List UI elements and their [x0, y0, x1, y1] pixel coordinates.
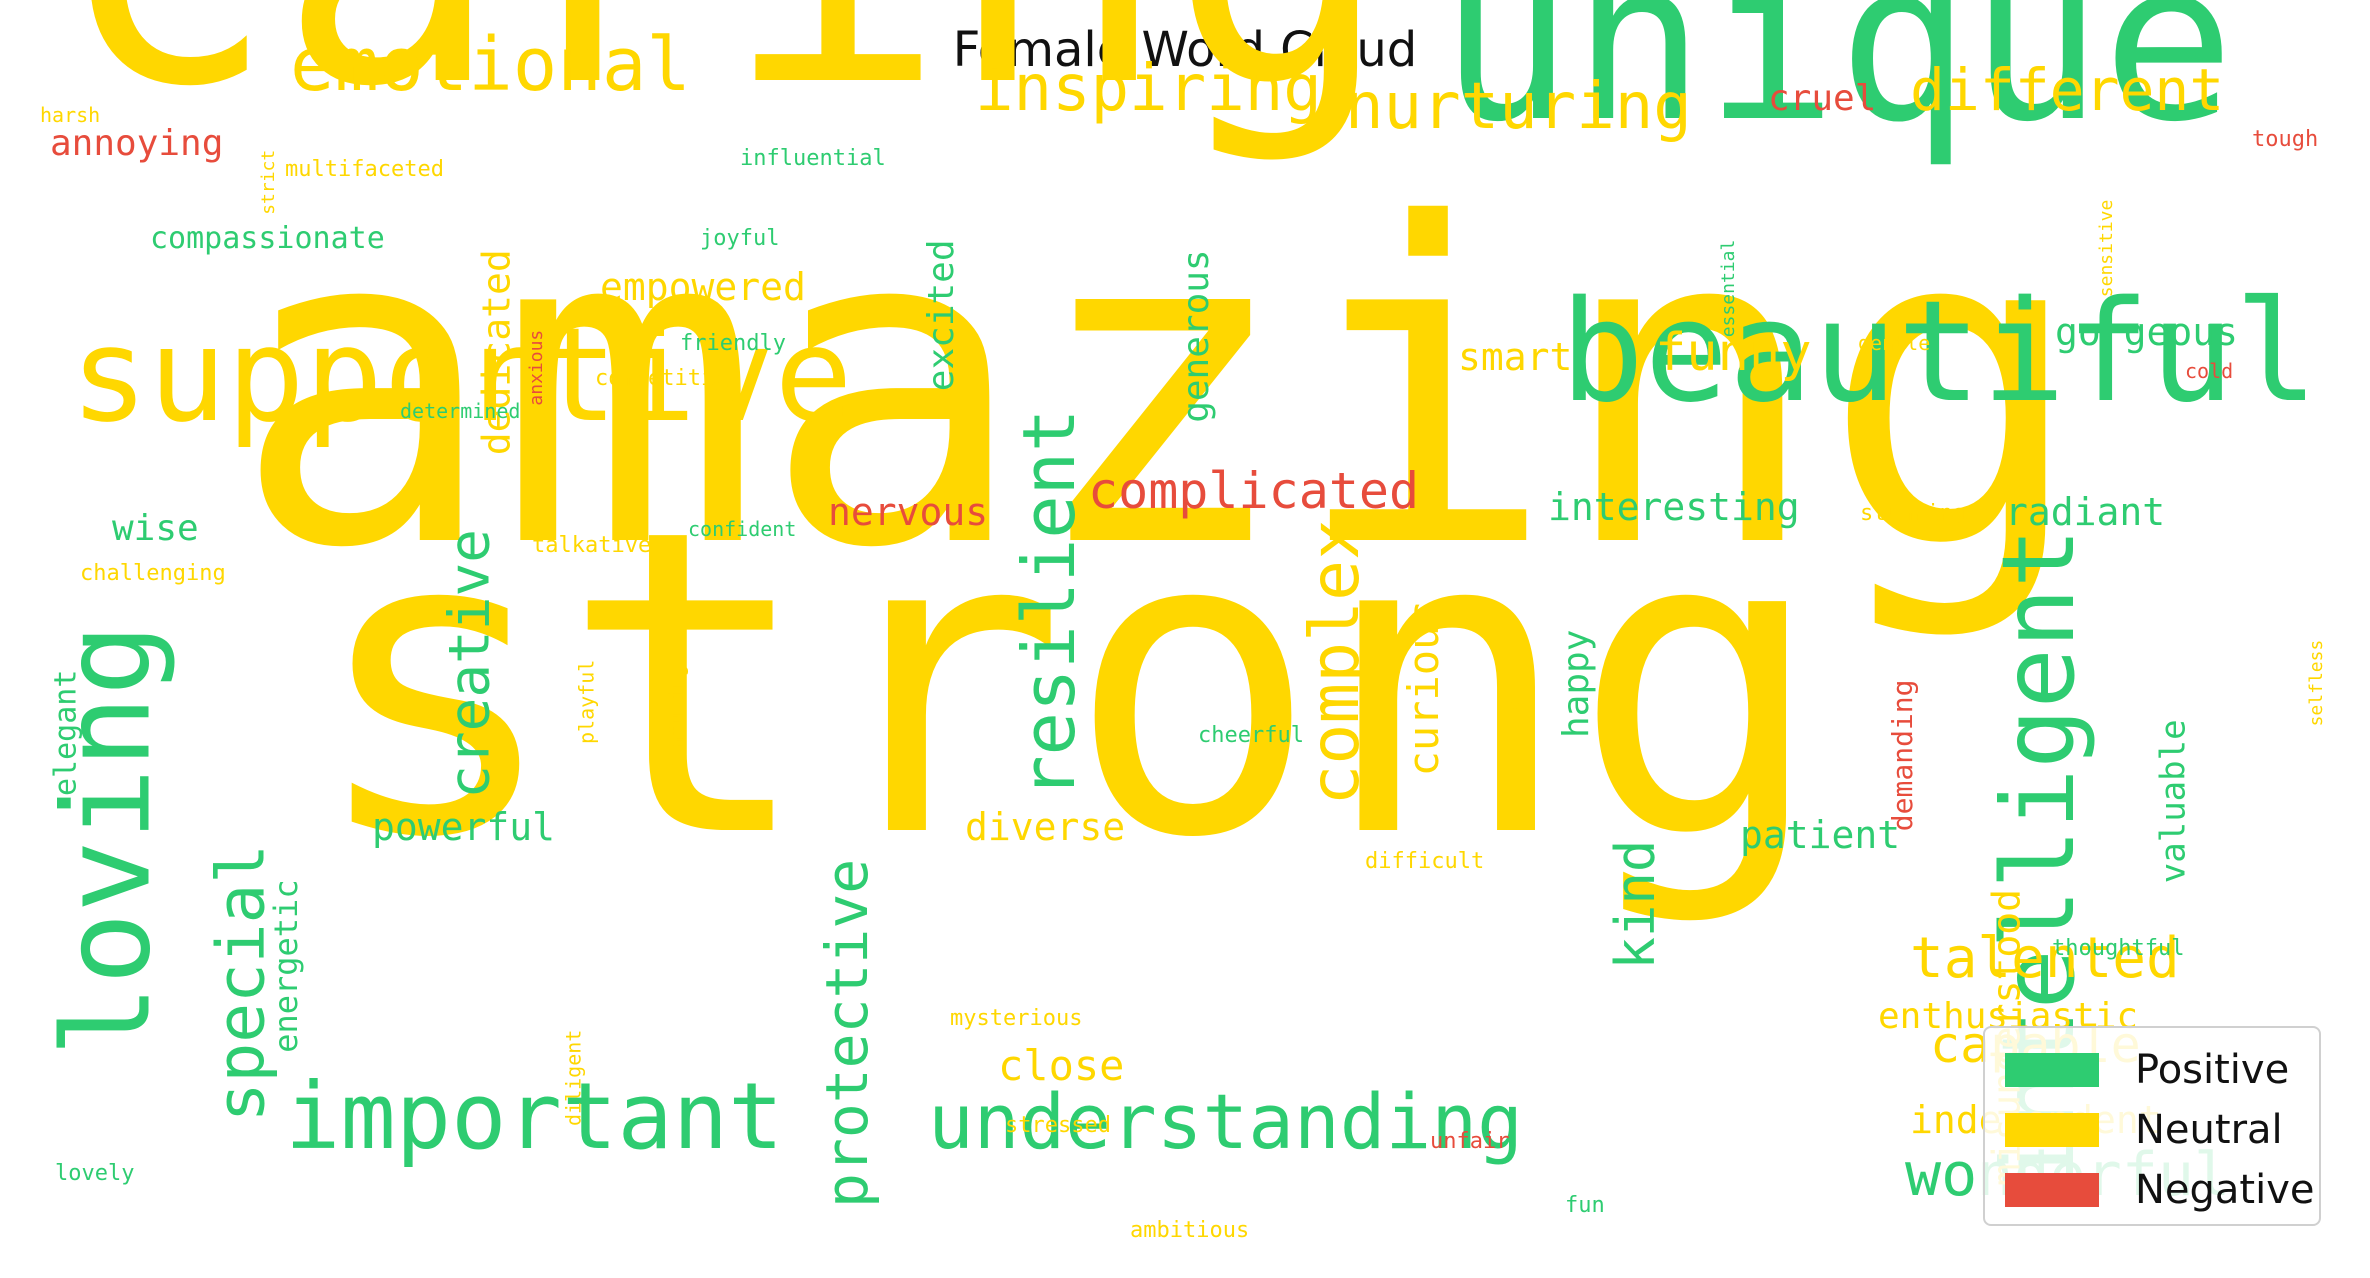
word-resilient: resilient [1007, 409, 1091, 799]
word-emotional: emotional [290, 22, 691, 108]
word-creative: creative [438, 529, 503, 799]
word-annoying: annoying [50, 123, 223, 164]
word-friendly: friendly [680, 331, 786, 356]
word-radiant: radiant [2005, 490, 2165, 534]
word-stressed: stressed [1005, 1113, 1111, 1138]
word-stunning: stunning [1860, 501, 1966, 526]
legend: Positive Neutral Negative [1983, 1026, 2321, 1226]
word-demanding: demanding [1886, 679, 1919, 831]
word-elegant: elegant [48, 670, 83, 796]
word-funny: funny [1655, 323, 1812, 383]
word-inspiring: inspiring [975, 52, 1322, 126]
word-amazing: amazing [232, 132, 2086, 644]
word-energetic: energetic [267, 879, 305, 1052]
word-protective: protective [813, 859, 881, 1208]
word-playful: playful [575, 660, 599, 744]
word-thoughtful: thoughtful [2052, 936, 2184, 961]
word-fun: fun [1565, 1193, 1605, 1218]
word-harsh: harsh [40, 103, 100, 127]
word-compassionate: compassionate [150, 221, 385, 256]
word-cheerful: cheerful [1198, 723, 1304, 748]
legend-swatch-positive [2005, 1053, 2099, 1087]
word-wise: wise [112, 508, 199, 549]
word-diverse: diverse [965, 805, 1125, 849]
word-empowered: empowered [600, 265, 806, 309]
word-cruel: cruel [1768, 78, 1876, 119]
legend-swatch-negative [2005, 1173, 2099, 1207]
legend-item-neutral: Neutral [2005, 1106, 2283, 1154]
chart-title: Female Word Cloud [952, 22, 1418, 78]
word-beautiful: beautiful [1560, 271, 2319, 434]
word-supportive: supportive [70, 299, 853, 451]
word-generous: generous [1176, 249, 1217, 422]
word-challenging: challenging [80, 561, 226, 586]
legend-item-positive: Positive [2005, 1046, 2289, 1094]
word-understanding: understanding [928, 1077, 1523, 1166]
word-mean: mean [1503, 690, 1524, 733]
word-dedicated: dedicated [475, 249, 519, 455]
word-selfless: selfless [2306, 640, 2327, 727]
legend-label-neutral: Neutral [2135, 1107, 2283, 1153]
legend-swatch-neutral [2005, 1113, 2099, 1147]
legend-label-negative: Negative [2135, 1167, 2315, 1213]
word-anxious: anxious [526, 330, 547, 406]
word-kind: kind [1604, 840, 1667, 970]
word-confident: confident [688, 517, 796, 541]
word-diligent: diligent [562, 1030, 586, 1126]
word-nervous: nervous [828, 490, 988, 534]
word-curious: curious [1399, 599, 1448, 776]
word-special: special [202, 844, 279, 1122]
word-influential: influential [740, 146, 886, 171]
word-complex: complex [1296, 519, 1375, 806]
word-gorgeous: gorgeous [2055, 310, 2238, 354]
word-ambitious: ambitious [1130, 1218, 1249, 1243]
word-talkative: talkative [532, 533, 651, 558]
word-unfair: unfair [1430, 1129, 1509, 1154]
word-sensitive: sensitive [2096, 200, 2117, 298]
word-interesting: interesting [1548, 485, 1800, 529]
word-tough: tough [2252, 127, 2318, 152]
word-different: different [1910, 56, 2224, 124]
word-complicated: complicated [1088, 462, 1419, 520]
word-valuable: valuable [2154, 719, 2194, 883]
word-cold: cold [2185, 359, 2233, 383]
word-nurturing: nurturing [1345, 70, 1692, 144]
word-multifaceted: multifaceted [285, 157, 444, 182]
word-patient: patient [1740, 813, 1900, 857]
word-difficult: difficult [1365, 849, 1484, 874]
word-close: close [998, 1041, 1124, 1090]
word-determined: determined [400, 399, 520, 423]
word-important: important [285, 1063, 784, 1170]
word-loving: loving [39, 624, 178, 1057]
word-strong: strong [308, 441, 1825, 930]
word-lovely: lovely [55, 1161, 134, 1186]
word-smart: smart [1458, 335, 1572, 379]
word-gentle: gentle [1858, 331, 1930, 355]
word-confusing: confusing [665, 665, 689, 773]
word-joyful: joyful [700, 226, 779, 251]
word-talented: talented [1910, 926, 2180, 991]
word-unique: unique [1440, 0, 2235, 170]
legend-label-positive: Positive [2135, 1047, 2290, 1093]
word-powerful: powerful [372, 805, 555, 849]
word-happy: happy [1556, 630, 1597, 738]
word-excited: excited [921, 239, 962, 391]
word-caring: caring [55, 0, 1392, 168]
word-essential: essential [1718, 240, 1739, 338]
word-mysterious: mysterious [950, 1006, 1082, 1031]
word-strict: strict [258, 150, 279, 215]
word-competitive: competitive [595, 366, 741, 391]
legend-item-negative: Negative [2005, 1166, 2315, 1214]
